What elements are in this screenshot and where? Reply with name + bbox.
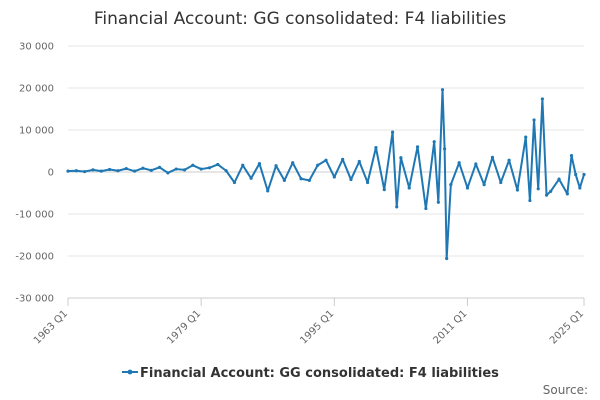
data-point[interactable]	[224, 169, 228, 173]
data-point[interactable]	[578, 186, 582, 190]
data-point[interactable]	[182, 168, 187, 172]
data-point[interactable]	[199, 167, 203, 171]
data-point[interactable]	[282, 178, 286, 182]
data-point[interactable]	[141, 166, 145, 170]
data-point[interactable]	[149, 168, 153, 172]
data-point[interactable]	[216, 162, 220, 167]
data-point[interactable]	[332, 175, 336, 179]
data-point[interactable]	[582, 172, 586, 177]
y-axis: 30 000 20 000 10 000 0 -10 000 -20 000 -30 000	[15, 42, 54, 305]
data-point[interactable]	[515, 188, 520, 192]
data-point[interactable]	[357, 159, 361, 164]
legend[interactable]: Financial Account: GG consolidated: F4 l…	[122, 366, 499, 381]
data-point[interactable]	[457, 161, 461, 165]
x-tick-label: 2011 Q1	[432, 308, 470, 346]
data-point[interactable]	[399, 156, 403, 160]
legend-label: Financial Account: GG consolidated: F4 l…	[140, 366, 499, 381]
data-point[interactable]	[232, 180, 237, 185]
data-point[interactable]	[299, 177, 303, 181]
data-point[interactable]	[440, 88, 445, 92]
data-point[interactable]	[544, 193, 549, 197]
data-point[interactable]	[366, 180, 370, 185]
chart-title: Financial Account: GG consolidated: F4 l…	[94, 9, 507, 29]
x-axis: 1963 Q1 1979 Q1 1995 Q1 2011 Q1 2025 Q1	[32, 297, 586, 346]
data-point[interactable]	[266, 189, 270, 193]
grid-layer	[68, 45, 584, 299]
data-point[interactable]	[166, 171, 170, 175]
data-point[interactable]	[549, 189, 553, 193]
data-point[interactable]	[108, 167, 112, 172]
data-point[interactable]	[507, 158, 511, 162]
data-point[interactable]	[407, 186, 411, 190]
y-tick-label: 0	[48, 168, 54, 179]
data-point[interactable]	[74, 169, 78, 173]
data-point[interactable]	[395, 205, 399, 209]
data-point[interactable]	[540, 97, 544, 101]
data-point[interactable]	[449, 183, 453, 187]
data-point[interactable]	[445, 256, 449, 261]
data-point[interactable]	[474, 162, 478, 166]
data-point[interactable]	[443, 147, 447, 151]
data-point[interactable]	[532, 118, 536, 122]
data-point[interactable]	[316, 163, 320, 167]
data-point[interactable]	[341, 157, 345, 161]
x-tick-label: 1995 Q1	[298, 308, 336, 346]
data-point[interactable]	[257, 162, 262, 166]
data-point[interactable]	[536, 187, 540, 191]
data-point[interactable]	[66, 169, 70, 173]
data-point[interactable]	[249, 176, 253, 180]
x-tick-label: 1963 Q1	[32, 308, 70, 346]
data-point[interactable]	[191, 163, 195, 167]
data-point[interactable]	[432, 140, 436, 144]
series-layer	[66, 88, 586, 261]
data-point[interactable]	[291, 161, 295, 165]
y-tick-label: -30 000	[15, 294, 54, 305]
data-point[interactable]	[116, 169, 120, 173]
data-point[interactable]	[307, 178, 311, 182]
data-point[interactable]	[157, 165, 162, 169]
data-point[interactable]	[524, 135, 528, 139]
data-point[interactable]	[207, 166, 212, 170]
data-point[interactable]	[415, 145, 420, 149]
data-point[interactable]	[424, 206, 428, 211]
y-tick-label: -10 000	[15, 210, 54, 221]
data-point[interactable]	[574, 172, 578, 177]
y-tick-label: 10 000	[19, 126, 54, 137]
y-tick-label: -20 000	[15, 252, 54, 263]
data-point[interactable]	[324, 158, 328, 162]
data-point[interactable]	[91, 168, 95, 172]
y-tick-label: 30 000	[19, 42, 54, 53]
data-point[interactable]	[390, 130, 395, 134]
data-point[interactable]	[83, 169, 87, 174]
legend-marker-icon	[127, 369, 133, 375]
data-point[interactable]	[490, 155, 495, 159]
data-point[interactable]	[557, 177, 561, 181]
x-tick-label: 1979 Q1	[165, 308, 203, 346]
data-point[interactable]	[382, 188, 386, 192]
data-point[interactable]	[482, 183, 486, 187]
data-point[interactable]	[132, 169, 137, 173]
data-point[interactable]	[349, 177, 353, 182]
series-line	[67, 88, 585, 260]
data-point[interactable]	[528, 198, 532, 203]
y-tick-label: 20 000	[19, 84, 54, 95]
data-point[interactable]	[499, 180, 503, 185]
data-point[interactable]	[465, 186, 470, 190]
data-point[interactable]	[241, 163, 245, 167]
x-tick-label: 2025 Q1	[548, 308, 586, 346]
data-point[interactable]	[569, 154, 574, 158]
data-point[interactable]	[374, 146, 378, 150]
data-point[interactable]	[436, 200, 440, 204]
source-label: Source:	[543, 383, 588, 397]
data-point[interactable]	[565, 192, 569, 196]
data-point[interactable]	[99, 169, 103, 173]
data-point[interactable]	[274, 164, 278, 168]
data-point[interactable]	[124, 167, 128, 171]
data-point[interactable]	[174, 167, 178, 171]
